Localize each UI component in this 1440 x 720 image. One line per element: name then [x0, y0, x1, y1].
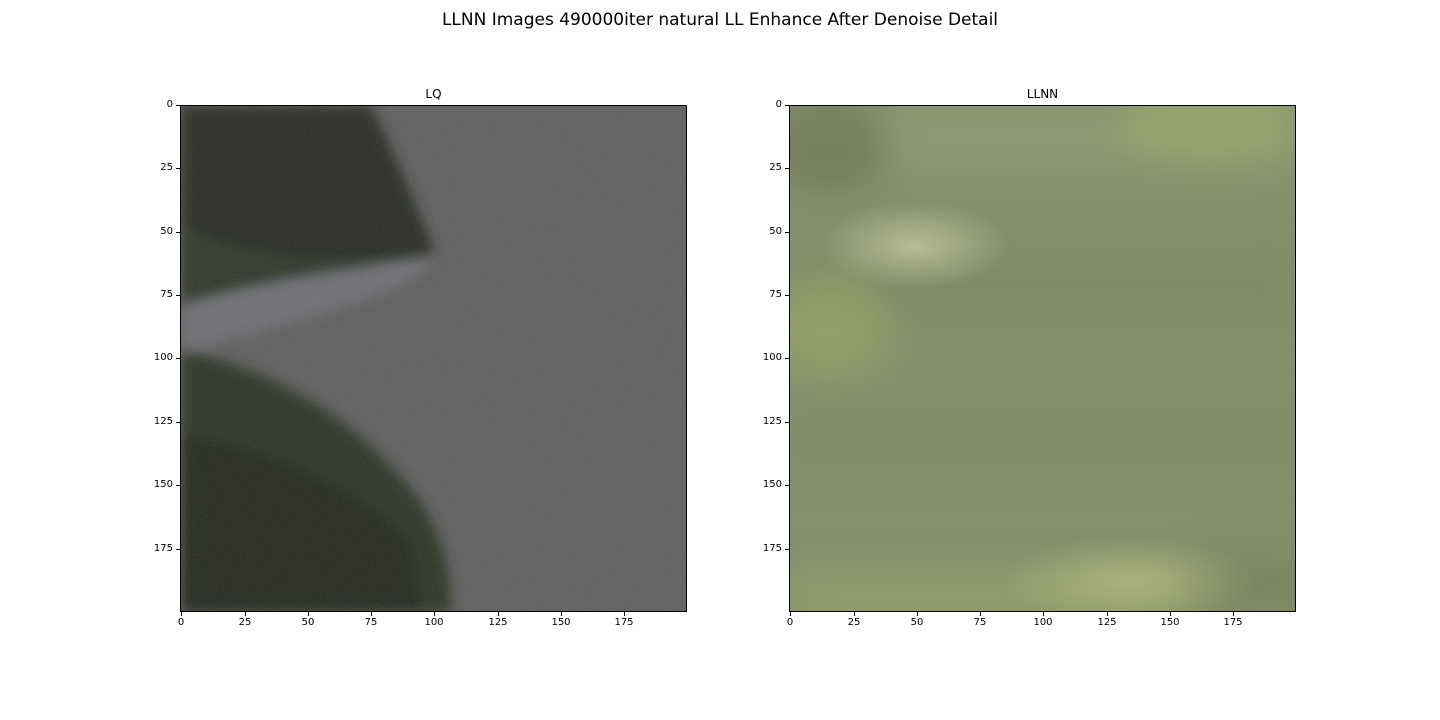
lq-ytick-0: 0 — [166, 99, 173, 110]
lq-xtick-175: 175 — [614, 617, 634, 628]
lq-ytick-mark-100 — [176, 358, 180, 359]
lq-ytick-mark-25 — [176, 168, 180, 169]
lq-xtick-mark-50 — [308, 612, 309, 616]
llnn-ytick-0: 0 — [775, 99, 782, 110]
lq-ytick-25: 25 — [160, 162, 173, 173]
llnn-ytick-mark-50 — [785, 232, 789, 233]
llnn-xtick-mark-75 — [980, 612, 981, 616]
lq-xtick-125: 125 — [488, 617, 508, 628]
llnn-ytick-125: 125 — [762, 416, 782, 427]
lq-xtick-75: 75 — [364, 617, 378, 628]
llnn-ytick-mark-125 — [785, 422, 789, 423]
llnn-xtick-125: 125 — [1097, 617, 1117, 628]
lq-ytick-75: 75 — [160, 289, 173, 300]
llnn-xtick-50: 50 — [910, 617, 924, 628]
lq-xtick-150: 150 — [551, 617, 571, 628]
lq-ytick-125: 125 — [153, 416, 173, 427]
lq-xtick-mark-0 — [181, 612, 182, 616]
figure-title: LLNN Images 490000iter natural LL Enhanc… — [441, 10, 999, 30]
llnn-xtick-100: 100 — [1033, 617, 1053, 628]
lq-xtick-mark-75 — [371, 612, 372, 616]
llnn-image — [789, 105, 1296, 612]
llnn-ytick-150: 150 — [762, 479, 782, 490]
lq-xtick-mark-175 — [624, 612, 625, 616]
lq-ytick-50: 50 — [160, 226, 173, 237]
lq-xtick-mark-150 — [561, 612, 562, 616]
lq-ytick-mark-150 — [176, 485, 180, 486]
lq-xtick-50: 50 — [301, 617, 315, 628]
llnn-xtick-75: 75 — [973, 617, 987, 628]
llnn-ytick-mark-150 — [785, 485, 789, 486]
panel-title-llnn: LLNN — [1026, 87, 1059, 101]
lq-xtick-mark-100 — [434, 612, 435, 616]
llnn-xtick-mark-50 — [917, 612, 918, 616]
llnn-xtick-25: 25 — [847, 617, 861, 628]
llnn-ytick-75: 75 — [769, 289, 782, 300]
lq-ytick-150: 150 — [153, 479, 173, 490]
lq-xtick-0: 0 — [177, 617, 185, 628]
llnn-xtick-mark-25 — [854, 612, 855, 616]
panel-title-lq: LQ — [425, 87, 442, 101]
lq-ytick-mark-175 — [176, 549, 180, 550]
lq-ytick-mark-0 — [176, 105, 180, 106]
lq-image — [180, 105, 687, 612]
llnn-ytick-100: 100 — [762, 352, 782, 363]
lq-xtick-25: 25 — [238, 617, 252, 628]
llnn-ytick-mark-175 — [785, 549, 789, 550]
lq-ytick-175: 175 — [153, 543, 173, 554]
llnn-ytick-50: 50 — [769, 226, 782, 237]
llnn-ytick-mark-75 — [785, 295, 789, 296]
lq-xtick-100: 100 — [424, 617, 444, 628]
llnn-ytick-mark-100 — [785, 358, 789, 359]
llnn-xtick-mark-0 — [790, 612, 791, 616]
llnn-xtick-mark-125 — [1107, 612, 1108, 616]
llnn-xtick-175: 175 — [1223, 617, 1243, 628]
llnn-xtick-150: 150 — [1160, 617, 1180, 628]
lq-xtick-mark-25 — [245, 612, 246, 616]
llnn-ytick-mark-0 — [785, 105, 789, 106]
lq-xtick-mark-125 — [498, 612, 499, 616]
lq-ytick-mark-125 — [176, 422, 180, 423]
llnn-xtick-mark-175 — [1233, 612, 1234, 616]
lq-ytick-mark-50 — [176, 232, 180, 233]
llnn-ytick-mark-25 — [785, 168, 789, 169]
llnn-xtick-mark-100 — [1043, 612, 1044, 616]
llnn-ytick-175: 175 — [762, 543, 782, 554]
lq-ytick-mark-75 — [176, 295, 180, 296]
llnn-xtick-mark-150 — [1170, 612, 1171, 616]
lq-ytick-100: 100 — [153, 352, 173, 363]
llnn-xtick-0: 0 — [786, 617, 794, 628]
llnn-ytick-25: 25 — [769, 162, 782, 173]
